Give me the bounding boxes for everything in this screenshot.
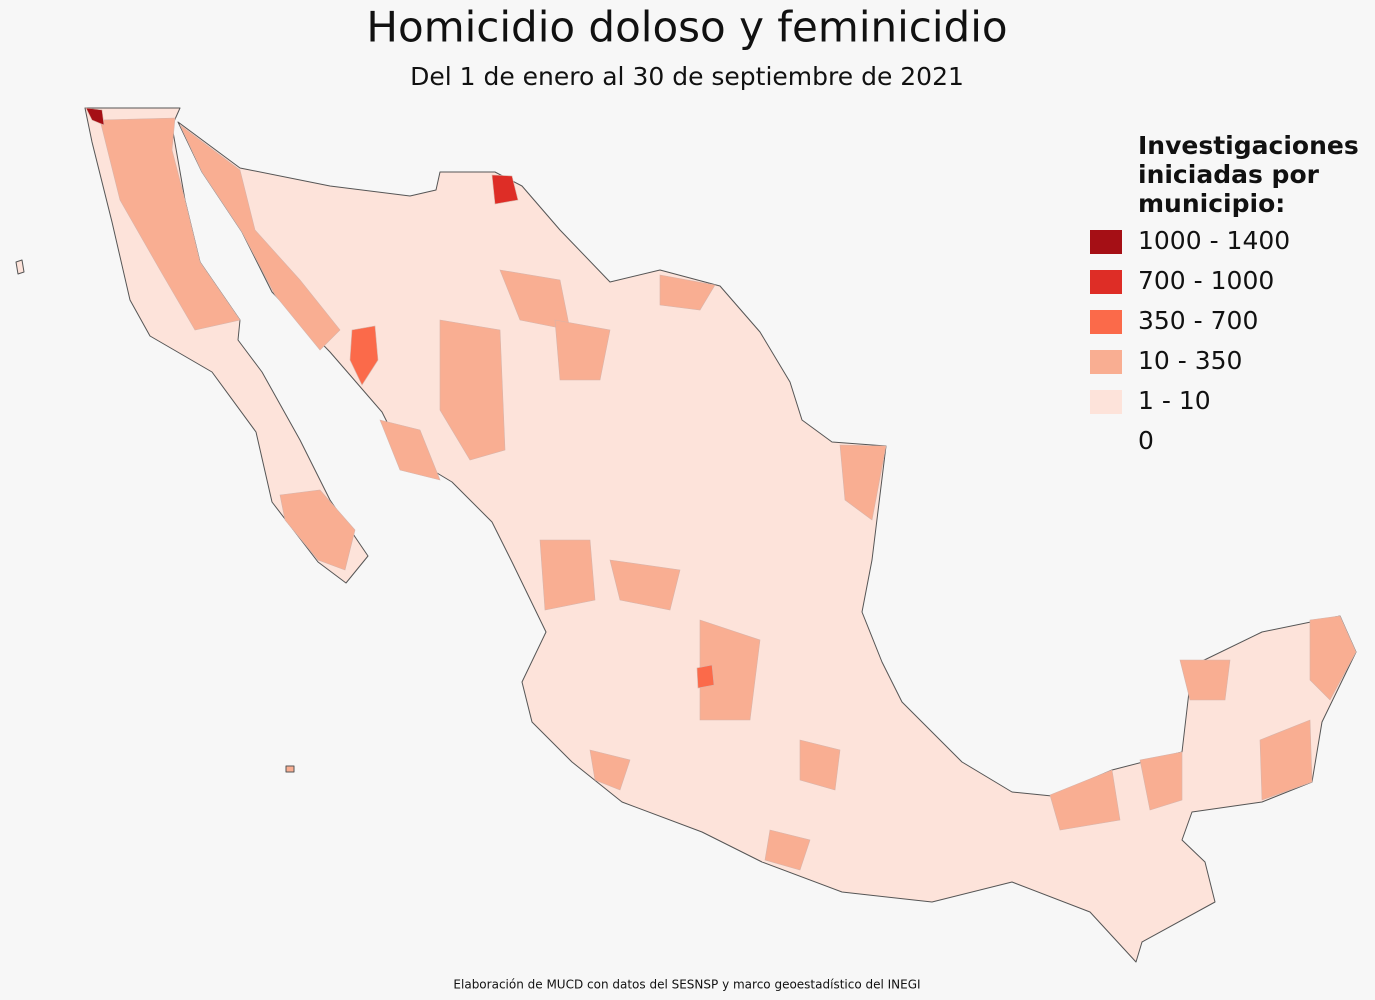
title: Homicidio doloso y feminicidio [366,3,1007,52]
area-1000-1400 [85,107,105,126]
area [1309,615,1357,701]
mid-areas [99,117,1357,871]
map [15,107,1357,963]
area [659,274,716,311]
legend-label: 350 - 700 [1138,306,1258,335]
area [609,559,681,611]
area [99,117,241,331]
area [764,829,811,871]
area [1139,751,1183,811]
area [1259,719,1313,801]
legend-title: municipio: [1138,189,1285,218]
island [15,259,25,275]
area [839,444,887,521]
area [179,124,341,351]
legend-swatch [1090,430,1122,454]
legend-label: 700 - 1000 [1138,266,1274,295]
legend-swatch [1090,310,1122,334]
legend-swatch [1090,230,1122,254]
legend-swatch [1090,390,1122,414]
legend-label: 1 - 10 [1138,386,1211,415]
area [1049,769,1121,831]
island [285,765,295,773]
legend-swatch [1090,270,1122,294]
area [379,419,441,481]
area-350-700 [349,325,379,386]
legend-title: Investigaciones [1138,131,1359,160]
area [799,739,841,791]
legend-title: iniciadas por [1138,160,1320,189]
legend-swatch [1090,350,1122,374]
legend-label: 10 - 350 [1138,346,1242,375]
area [539,539,596,611]
subtitle: Del 1 de enero al 30 de septiembre de 20… [410,62,964,91]
area [279,489,356,571]
area-700-1000 [491,174,519,205]
legend-label: 0 [1138,426,1154,455]
area [1179,659,1231,701]
area [439,319,506,461]
area-350-700 [696,664,715,689]
legend-label: 1000 - 1400 [1138,226,1290,255]
area [589,749,631,791]
area [554,319,611,381]
source-note: Elaboración de MUCD con datos del SESNSP… [453,978,920,992]
